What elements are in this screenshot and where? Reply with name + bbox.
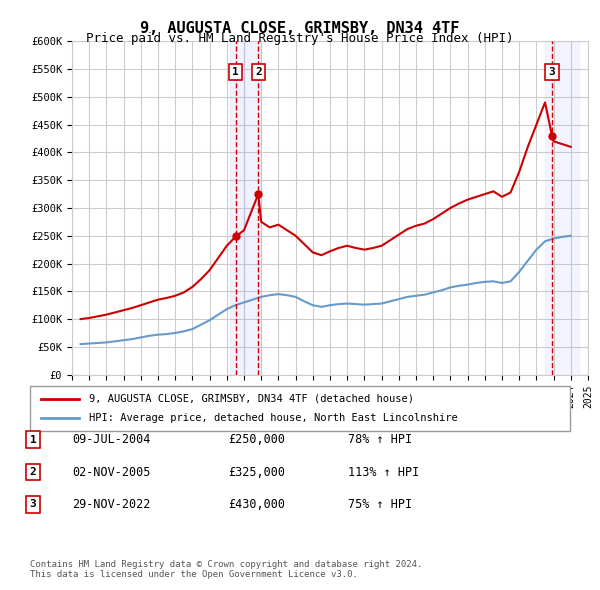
Text: HPI: Average price, detached house, North East Lincolnshire: HPI: Average price, detached house, Nort… [89, 414, 458, 423]
Text: 9, AUGUSTA CLOSE, GRIMSBY, DN34 4TF: 9, AUGUSTA CLOSE, GRIMSBY, DN34 4TF [140, 21, 460, 35]
Bar [230, 41, 244, 375]
Text: £325,000: £325,000 [228, 466, 285, 478]
Text: 29-NOV-2022: 29-NOV-2022 [72, 498, 151, 511]
Bar [244, 41, 261, 375]
Text: 78% ↑ HPI: 78% ↑ HPI [348, 433, 412, 446]
FancyBboxPatch shape [30, 386, 570, 431]
Text: 1: 1 [232, 67, 239, 77]
Text: 02-NOV-2005: 02-NOV-2005 [72, 466, 151, 478]
Text: Contains HM Land Registry data © Crown copyright and database right 2024.
This d: Contains HM Land Registry data © Crown c… [30, 560, 422, 579]
Text: Price paid vs. HM Land Registry's House Price Index (HPI): Price paid vs. HM Land Registry's House … [86, 32, 514, 45]
Text: 3: 3 [548, 67, 556, 77]
Text: 2: 2 [29, 467, 37, 477]
Text: 9, AUGUSTA CLOSE, GRIMSBY, DN34 4TF (detached house): 9, AUGUSTA CLOSE, GRIMSBY, DN34 4TF (det… [89, 394, 415, 404]
Text: 113% ↑ HPI: 113% ↑ HPI [348, 466, 419, 478]
Text: 1: 1 [29, 435, 37, 444]
Text: £430,000: £430,000 [228, 498, 285, 511]
Text: £250,000: £250,000 [228, 433, 285, 446]
Text: 09-JUL-2004: 09-JUL-2004 [72, 433, 151, 446]
Text: 3: 3 [29, 500, 37, 509]
Text: 75% ↑ HPI: 75% ↑ HPI [348, 498, 412, 511]
Text: 2: 2 [255, 67, 262, 77]
Bar [545, 41, 580, 375]
